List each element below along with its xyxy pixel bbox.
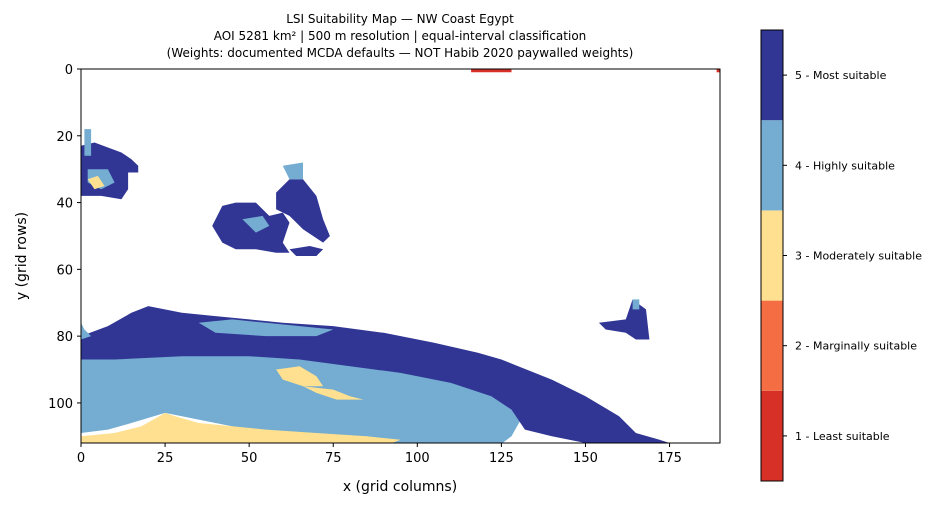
y-axis-ticks: 0 20 40 60 80 100	[48, 63, 81, 412]
map-region-class-5-11	[212, 202, 290, 253]
x-tick-label: 100	[405, 451, 430, 466]
map-region-class-4-8	[84, 129, 92, 156]
x-tick-label: 75	[325, 451, 342, 466]
y-axis-label: y (grid rows)	[14, 212, 30, 300]
map-region-class-1-19	[716, 69, 720, 73]
colorbar: 1 - Least suitable 2 - Marginally suitabl…	[760, 29, 922, 482]
x-axis-ticks: 0 25 50 75 100 125 150 175	[77, 443, 682, 466]
x-tick-label: 50	[241, 451, 258, 466]
map-region-class-5-15	[289, 246, 324, 256]
y-tick-label: 40	[56, 197, 73, 212]
map-region-class-3-4	[81, 412, 401, 443]
map-region-class-5-1	[81, 306, 670, 443]
plot-frame	[80, 68, 721, 444]
map-region-class-5-12	[276, 179, 330, 243]
y-tick-label: 20	[56, 130, 73, 145]
map-region-class-4-3	[81, 322, 92, 340]
x-tick-label: 175	[657, 451, 682, 466]
colorbar-label-5: 5 - Most suitable	[795, 69, 887, 82]
colorbar-segment-5	[761, 30, 783, 121]
map-region-class-4-17	[632, 299, 640, 310]
map-region-class-4-14	[242, 215, 270, 233]
colorbar-segment-1	[761, 390, 783, 481]
y-tick-label: 100	[48, 397, 73, 412]
map-region-class-3-6	[303, 386, 364, 400]
colorbar-label-1: 1 - Least suitable	[795, 430, 890, 443]
map-region-class-5-16	[598, 299, 650, 340]
y-tick-label: 0	[65, 63, 73, 78]
x-tick-label: 25	[157, 451, 174, 466]
colorbar-segment-4	[761, 120, 783, 211]
colorbar-segment-3	[761, 210, 783, 301]
map-region-class-3-10	[87, 175, 105, 190]
colorbar-segment-2	[761, 300, 783, 391]
x-tick-label: 125	[489, 451, 514, 466]
x-tick-label: 150	[573, 451, 598, 466]
map-region-class-1-18	[471, 69, 512, 73]
title-line-3: (Weights: documented MCDA defaults — NOT…	[167, 46, 634, 60]
suitability-map	[81, 69, 720, 443]
map-region-class-4-2	[198, 319, 334, 337]
y-tick-label: 60	[56, 263, 73, 278]
map-region-class-3-5	[276, 366, 324, 387]
chart-title: LSI Suitability Map — NW Coast Egypt AOI…	[167, 12, 634, 60]
colorbar-frame	[760, 29, 784, 482]
title-line-1: LSI Suitability Map — NW Coast Egypt	[286, 12, 514, 26]
x-axis-label: x (grid columns)	[343, 479, 457, 495]
colorbar-label-2: 2 - Marginally suitable	[795, 340, 917, 353]
y-tick-label: 80	[56, 330, 73, 345]
colorbar-label-4: 4 - Highly suitable	[795, 159, 895, 172]
map-region-class-4-13	[282, 162, 303, 180]
x-tick-label: 0	[77, 451, 85, 466]
title-line-2: AOI 5281 km² | 500 m resolution | equal-…	[214, 29, 587, 43]
colorbar-label-3: 3 - Moderately suitable	[795, 250, 922, 263]
